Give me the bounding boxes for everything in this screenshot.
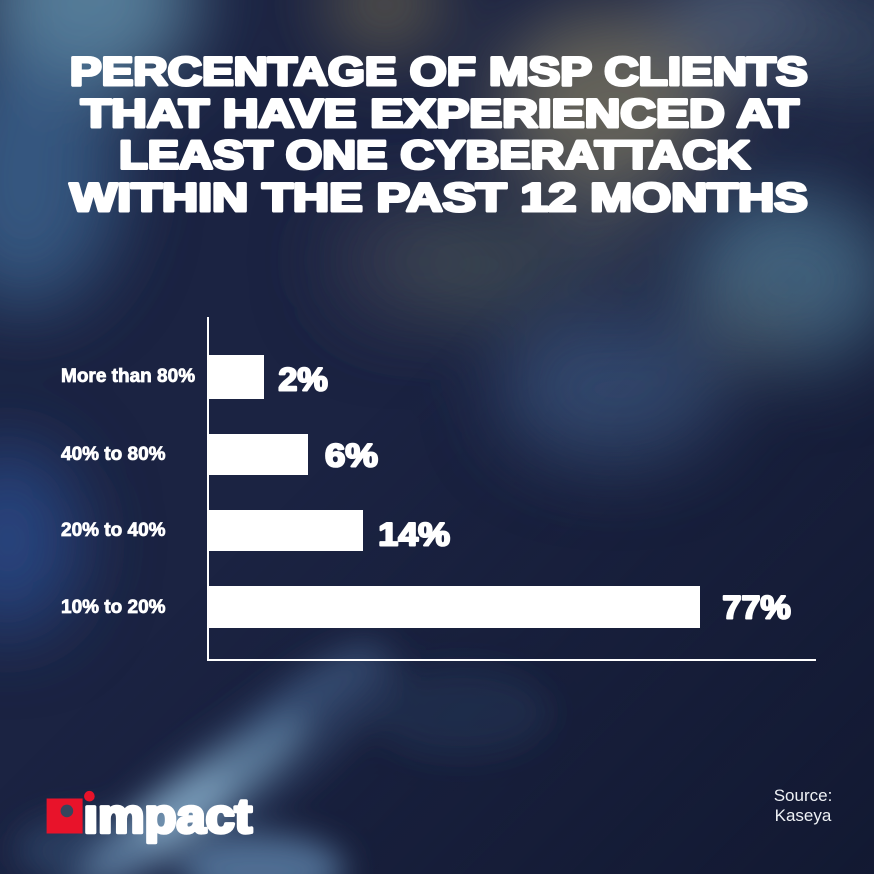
svg-text:14%: 14% — [378, 516, 450, 552]
svg-text:77%: 77% — [722, 589, 790, 625]
svg-text:LEAST ONE CYBERATTACK: LEAST ONE CYBERATTACK — [119, 134, 751, 178]
svg-text:PERCENTAGE OF MSP CLIENTS: PERCENTAGE OF MSP CLIENTS — [70, 50, 808, 94]
svg-text:ımpact: ımpact — [84, 790, 253, 843]
svg-text:2%: 2% — [278, 361, 327, 397]
svg-text:6%: 6% — [325, 437, 378, 473]
svg-text:WITHIN THE PAST 12 MONTHS: WITHIN THE PAST 12 MONTHS — [70, 176, 808, 220]
svg-text:THAT HAVE EXPERIENCED AT: THAT HAVE EXPERIENCED AT — [81, 92, 799, 136]
